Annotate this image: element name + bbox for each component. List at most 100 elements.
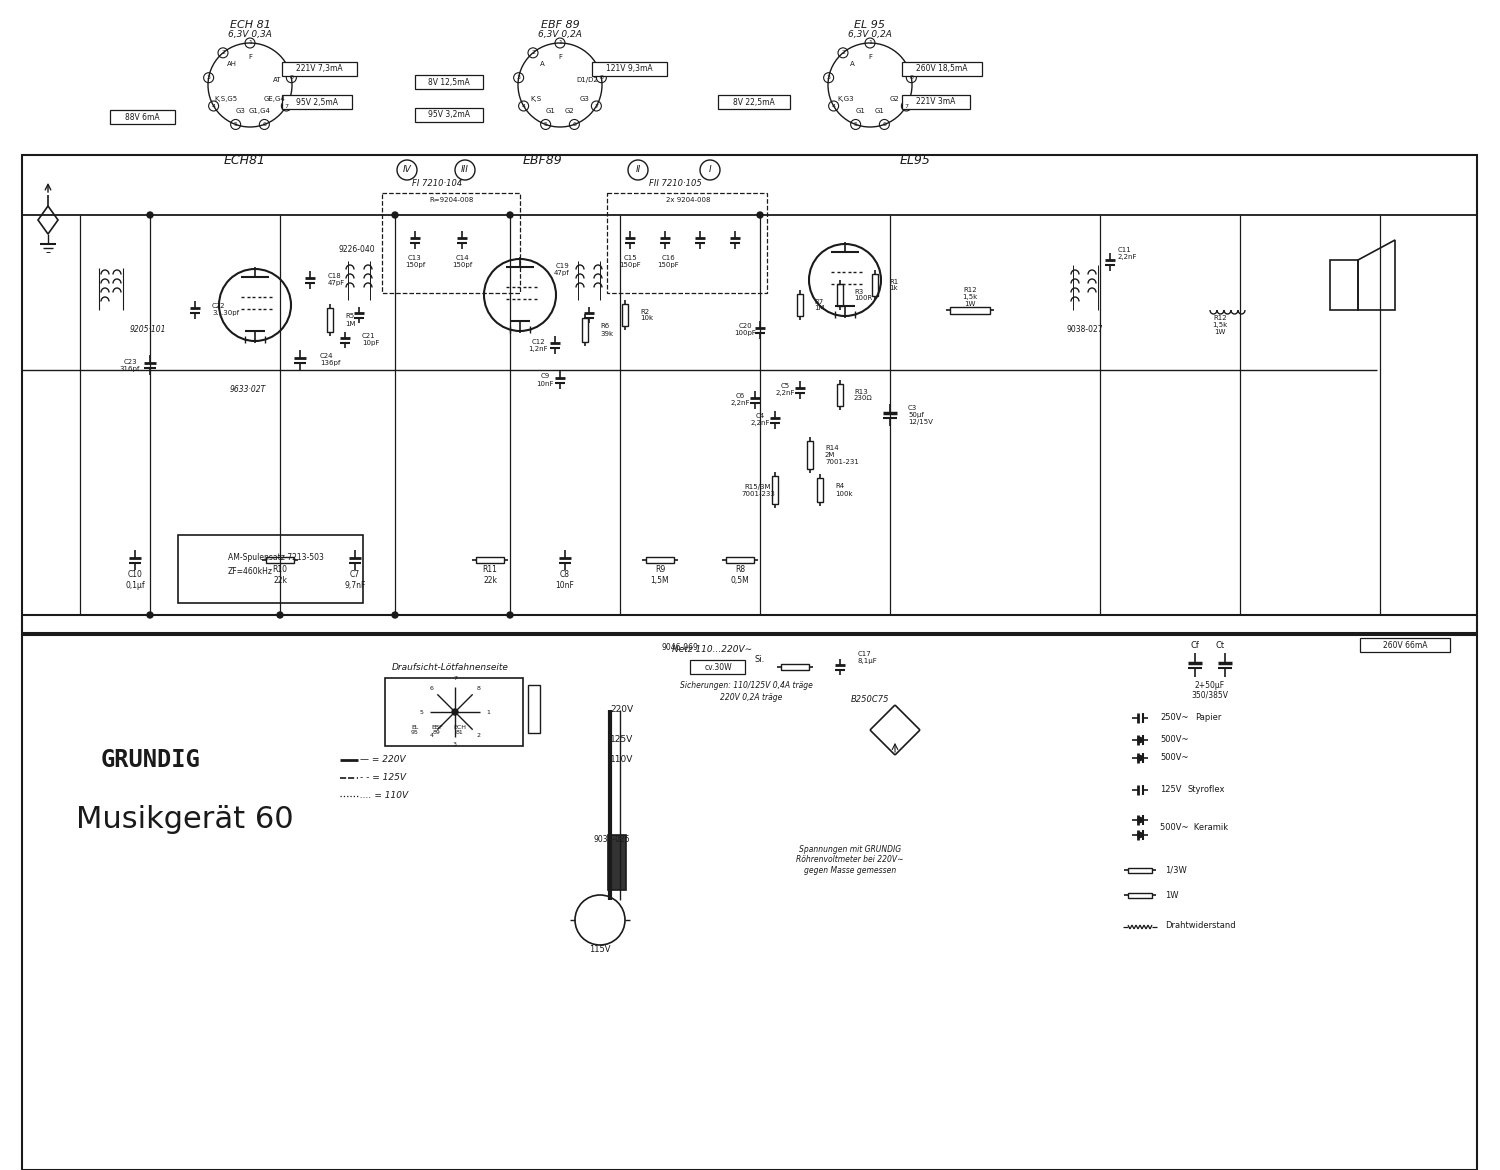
Text: Spannungen mit GRUNDIG
Röhrenvoltmeter bei 220V∼
gegen Masse gemessen: Spannungen mit GRUNDIG Röhrenvoltmeter b… (796, 845, 903, 875)
Text: 500V~: 500V~ (1160, 736, 1188, 744)
Bar (871, 274, 877, 296)
Text: C5
2,2nF: C5 2,2nF (776, 384, 795, 397)
Bar (796, 294, 802, 316)
Bar (266, 557, 294, 563)
Text: 4: 4 (211, 103, 216, 109)
Circle shape (392, 612, 398, 618)
Text: 9633·02T: 9633·02T (230, 385, 266, 394)
Text: R3
100R: R3 100R (853, 289, 873, 302)
Text: 5: 5 (234, 122, 237, 128)
Text: 2x 9204-008: 2x 9204-008 (666, 197, 711, 204)
Text: C18
47pF: C18 47pF (328, 274, 345, 287)
Bar (382, 193, 520, 292)
Text: 8: 8 (290, 75, 294, 81)
Text: II: II (636, 165, 640, 174)
Text: C6
2,2nF: C6 2,2nF (730, 393, 750, 406)
Text: 6: 6 (882, 122, 886, 128)
Text: GRUNDIG: GRUNDIG (100, 748, 200, 772)
Text: 5: 5 (543, 122, 548, 128)
Text: 115V: 115V (590, 945, 610, 955)
Text: K,G3: K,G3 (837, 96, 854, 102)
Text: 6: 6 (429, 686, 433, 691)
Text: C4
2,2nF: C4 2,2nF (750, 413, 770, 427)
Text: 500V~: 500V~ (1160, 753, 1188, 763)
Text: ECH81: ECH81 (224, 153, 266, 166)
Circle shape (758, 212, 764, 218)
Bar (22, 154, 1478, 633)
Circle shape (392, 212, 398, 218)
Bar (592, 62, 668, 76)
Text: A: A (540, 61, 544, 67)
Bar (282, 62, 357, 76)
Text: G3: G3 (236, 109, 246, 115)
Text: C12
1,2nF: C12 1,2nF (528, 338, 548, 351)
Circle shape (1137, 833, 1143, 838)
Text: 6,3V 0,3A: 6,3V 0,3A (228, 30, 272, 40)
Text: C15
150pF: C15 150pF (620, 255, 640, 268)
Text: C23
316pf: C23 316pf (120, 358, 140, 372)
Text: EBF 89: EBF 89 (540, 20, 579, 30)
Text: 2+50μF: 2+50μF (1196, 681, 1225, 689)
Text: R9
1,5M: R9 1,5M (651, 565, 669, 585)
Text: 1: 1 (558, 41, 562, 46)
Text: 250V~: 250V~ (1160, 714, 1188, 723)
Text: 8V 22,5mA: 8V 22,5mA (734, 97, 776, 106)
Text: 125V: 125V (610, 736, 633, 744)
Text: 6: 6 (262, 122, 267, 128)
Text: G2: G2 (890, 96, 898, 102)
Text: R=9204-008: R=9204-008 (430, 197, 474, 204)
Text: 6: 6 (573, 122, 576, 128)
Bar (22, 635, 1478, 1170)
Text: F: F (558, 54, 562, 60)
Bar (718, 95, 790, 109)
Text: 9038-025: 9038-025 (594, 835, 630, 845)
Text: 95V 2,5mA: 95V 2,5mA (296, 97, 338, 106)
Text: Papier: Papier (1196, 714, 1221, 723)
Text: III: III (460, 165, 470, 174)
Text: 7: 7 (904, 103, 909, 109)
Text: Sicherungen: 110/125V 0,4A träge: Sicherungen: 110/125V 0,4A träge (680, 681, 813, 689)
Bar (726, 557, 754, 563)
Text: 1W: 1W (1166, 890, 1179, 900)
Text: 8: 8 (909, 75, 914, 81)
Text: C16
150pF: C16 150pF (657, 255, 680, 268)
Bar (416, 108, 483, 122)
Text: Styroflex: Styroflex (1188, 785, 1225, 794)
Text: EL95: EL95 (900, 153, 930, 166)
Text: 7: 7 (285, 103, 288, 109)
Text: C19
47pf: C19 47pf (554, 263, 570, 276)
Bar (608, 193, 766, 292)
Text: R8
0,5M: R8 0,5M (730, 565, 750, 585)
Text: Drahtwiderstand: Drahtwiderstand (1166, 921, 1236, 929)
Text: AT: AT (273, 77, 282, 83)
Bar (1128, 893, 1152, 897)
Text: 2: 2 (220, 50, 225, 55)
Circle shape (507, 612, 513, 618)
Text: 1: 1 (248, 41, 252, 46)
Text: R7
1M: R7 1M (815, 298, 825, 311)
Text: C24
136pf: C24 136pf (320, 353, 340, 366)
Text: 260V 66mA: 260V 66mA (1383, 640, 1428, 649)
Text: 1/3W: 1/3W (1166, 866, 1186, 874)
Text: Cf: Cf (1191, 640, 1200, 649)
Bar (837, 284, 843, 307)
Text: 4: 4 (429, 732, 433, 738)
Text: Netz 110...220V∼: Netz 110...220V∼ (672, 645, 752, 654)
Text: 9226-040: 9226-040 (339, 246, 375, 255)
Text: 7: 7 (453, 676, 458, 681)
Text: G3: G3 (579, 96, 590, 102)
Text: R12
1,5k
1W: R12 1,5k 1W (963, 287, 978, 307)
Text: 3: 3 (827, 75, 831, 81)
Text: GE,G4: GE,G4 (264, 96, 285, 102)
Text: 500V~  Keramik: 500V~ Keramik (1160, 823, 1228, 832)
Text: C7
9,7nF: C7 9,7nF (345, 570, 366, 590)
Text: 8: 8 (600, 75, 603, 81)
Text: 220V: 220V (610, 706, 633, 715)
Text: Ct: Ct (1215, 640, 1224, 649)
Circle shape (1137, 756, 1143, 760)
Text: 221V 7,3mA: 221V 7,3mA (296, 64, 344, 74)
Text: - - = 125V: - - = 125V (360, 773, 407, 783)
Text: cv.30W: cv.30W (704, 662, 732, 672)
Bar (807, 441, 813, 469)
Text: 9205·101: 9205·101 (129, 325, 166, 335)
